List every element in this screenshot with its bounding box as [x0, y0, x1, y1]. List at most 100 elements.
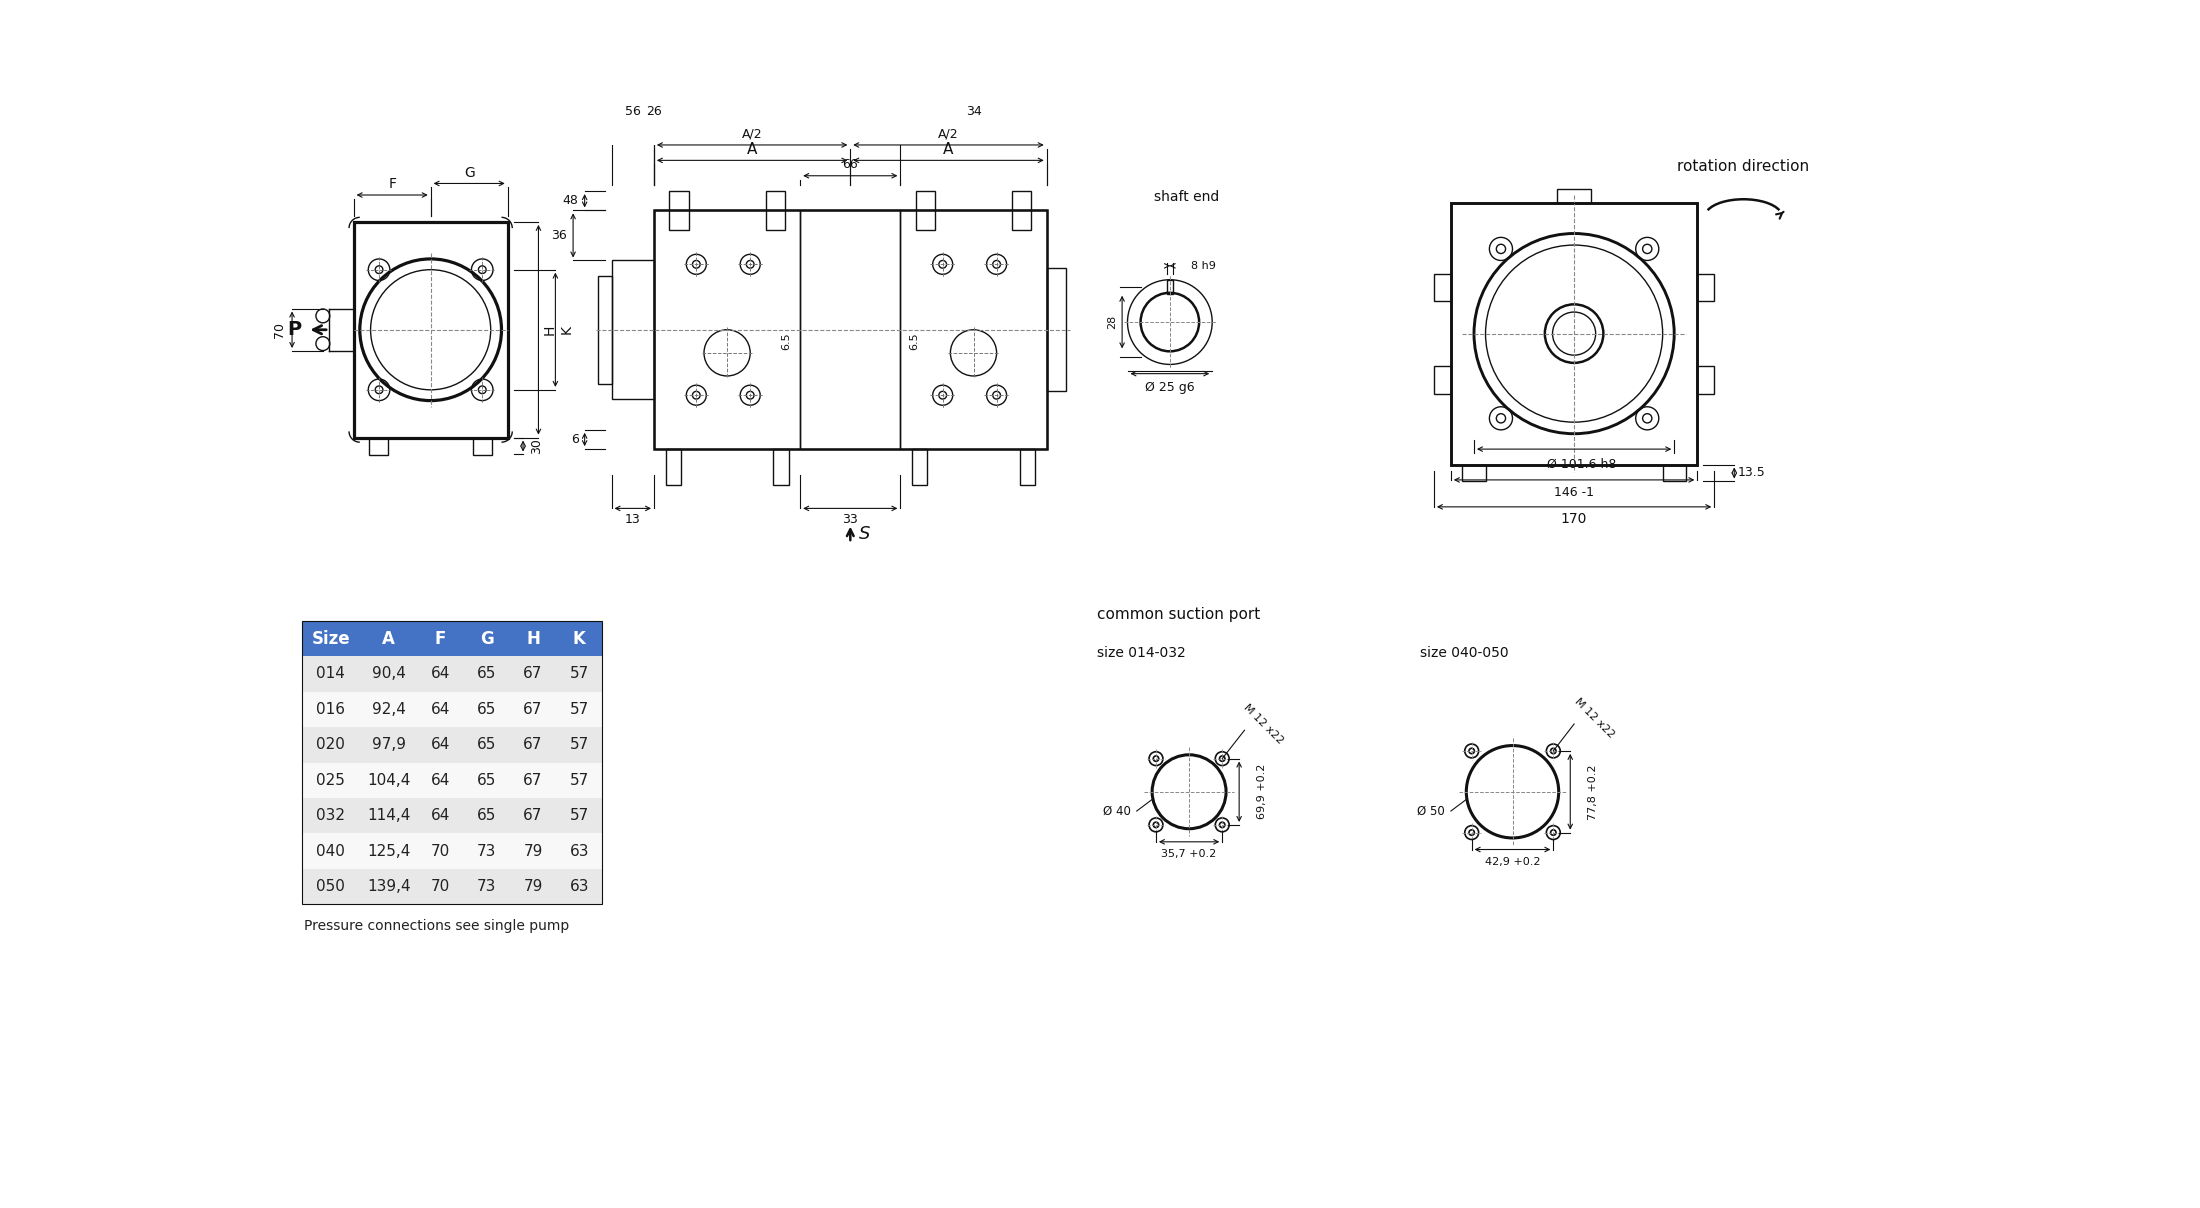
Bar [510, 621, 557, 656]
Text: 170: 170 [1562, 512, 1586, 527]
Text: 36: 36 [552, 230, 568, 242]
Bar [361, 656, 418, 692]
Bar [669, 191, 689, 230]
Text: 92,4: 92,4 [372, 702, 405, 716]
Text: 26: 26 [647, 105, 662, 118]
Text: 64: 64 [431, 808, 451, 823]
Bar [418, 656, 464, 692]
Text: H: H [541, 325, 557, 335]
Text: 67: 67 [524, 773, 543, 788]
Text: P: P [288, 320, 301, 339]
Text: 42,9 +0.2: 42,9 +0.2 [1485, 856, 1540, 867]
Text: Ø 50: Ø 50 [1417, 805, 1445, 818]
Bar [510, 869, 557, 904]
Bar [766, 191, 785, 230]
Bar [301, 621, 603, 904]
Bar [1663, 465, 1685, 482]
Text: 114,4: 114,4 [367, 808, 411, 823]
Bar [510, 834, 557, 869]
Bar [464, 727, 510, 762]
Bar [510, 727, 557, 762]
Text: 57: 57 [570, 702, 590, 716]
Text: Size: Size [312, 629, 350, 647]
Text: 67: 67 [524, 667, 543, 681]
Bar [418, 798, 464, 834]
Bar [361, 762, 418, 798]
Text: 64: 64 [431, 737, 451, 753]
Bar [1698, 273, 1714, 301]
Text: S: S [858, 524, 869, 542]
Text: 104,4: 104,4 [367, 773, 411, 788]
Bar [418, 621, 464, 656]
Text: 56: 56 [625, 105, 640, 118]
Bar [301, 692, 361, 727]
Text: A: A [383, 629, 396, 647]
Bar [612, 261, 653, 399]
Bar [418, 762, 464, 798]
Bar [418, 834, 464, 869]
Bar [653, 210, 1047, 449]
Bar [774, 449, 788, 486]
Text: 025: 025 [317, 773, 345, 788]
Bar [361, 869, 418, 904]
Text: 020: 020 [317, 737, 345, 753]
Text: 90,4: 90,4 [372, 667, 405, 681]
Text: G: G [464, 165, 475, 180]
Text: 65: 65 [477, 773, 497, 788]
Text: 64: 64 [431, 667, 451, 681]
Bar [464, 621, 510, 656]
Bar [464, 692, 510, 727]
Bar [1463, 465, 1485, 482]
Bar [1012, 191, 1032, 230]
Text: M 12 x22: M 12 x22 [1573, 697, 1617, 741]
Text: F: F [387, 178, 396, 191]
Text: 64: 64 [431, 773, 451, 788]
Text: common suction port: common suction port [1096, 608, 1261, 622]
Bar [915, 191, 935, 230]
Bar [301, 798, 361, 834]
Text: 79: 79 [524, 843, 543, 859]
Text: shaft end: shaft end [1155, 191, 1219, 204]
Bar [473, 437, 493, 454]
Bar [1166, 280, 1173, 294]
Bar [1021, 449, 1036, 486]
Text: 57: 57 [570, 808, 590, 823]
Text: 125,4: 125,4 [367, 843, 411, 859]
Text: A/2: A/2 [937, 128, 959, 140]
Text: 8 h9: 8 h9 [1192, 261, 1217, 271]
Bar [1558, 188, 1591, 203]
Text: 79: 79 [524, 879, 543, 894]
Text: 70: 70 [431, 879, 451, 894]
Text: K: K [572, 629, 585, 647]
Text: 13.5: 13.5 [1738, 466, 1764, 480]
Text: 66: 66 [843, 158, 858, 172]
Bar [301, 727, 361, 762]
Text: 050: 050 [317, 879, 345, 894]
Text: Pressure connections see single pump: Pressure connections see single pump [304, 919, 570, 933]
Bar [464, 656, 510, 692]
Bar [370, 437, 389, 454]
Text: 13: 13 [625, 512, 640, 525]
Bar [361, 727, 418, 762]
Text: 77,8 +0.2: 77,8 +0.2 [1588, 763, 1599, 819]
Text: 63: 63 [570, 879, 590, 894]
Bar [418, 727, 464, 762]
Bar [418, 869, 464, 904]
Bar [464, 762, 510, 798]
Text: 70: 70 [273, 321, 286, 338]
Text: K: K [559, 325, 574, 335]
Bar [653, 210, 801, 449]
Text: rotation direction: rotation direction [1676, 159, 1811, 174]
Bar [361, 621, 418, 656]
Text: 30: 30 [530, 439, 543, 454]
Text: 6.5: 6.5 [781, 332, 792, 350]
Text: 33: 33 [843, 512, 858, 525]
Text: 65: 65 [477, 667, 497, 681]
Text: 6: 6 [572, 434, 579, 447]
Text: F: F [436, 629, 447, 647]
Text: 016: 016 [317, 702, 345, 716]
Bar [664, 449, 682, 486]
Text: size 014-032: size 014-032 [1096, 646, 1186, 660]
Bar [900, 210, 1047, 449]
Bar [510, 692, 557, 727]
